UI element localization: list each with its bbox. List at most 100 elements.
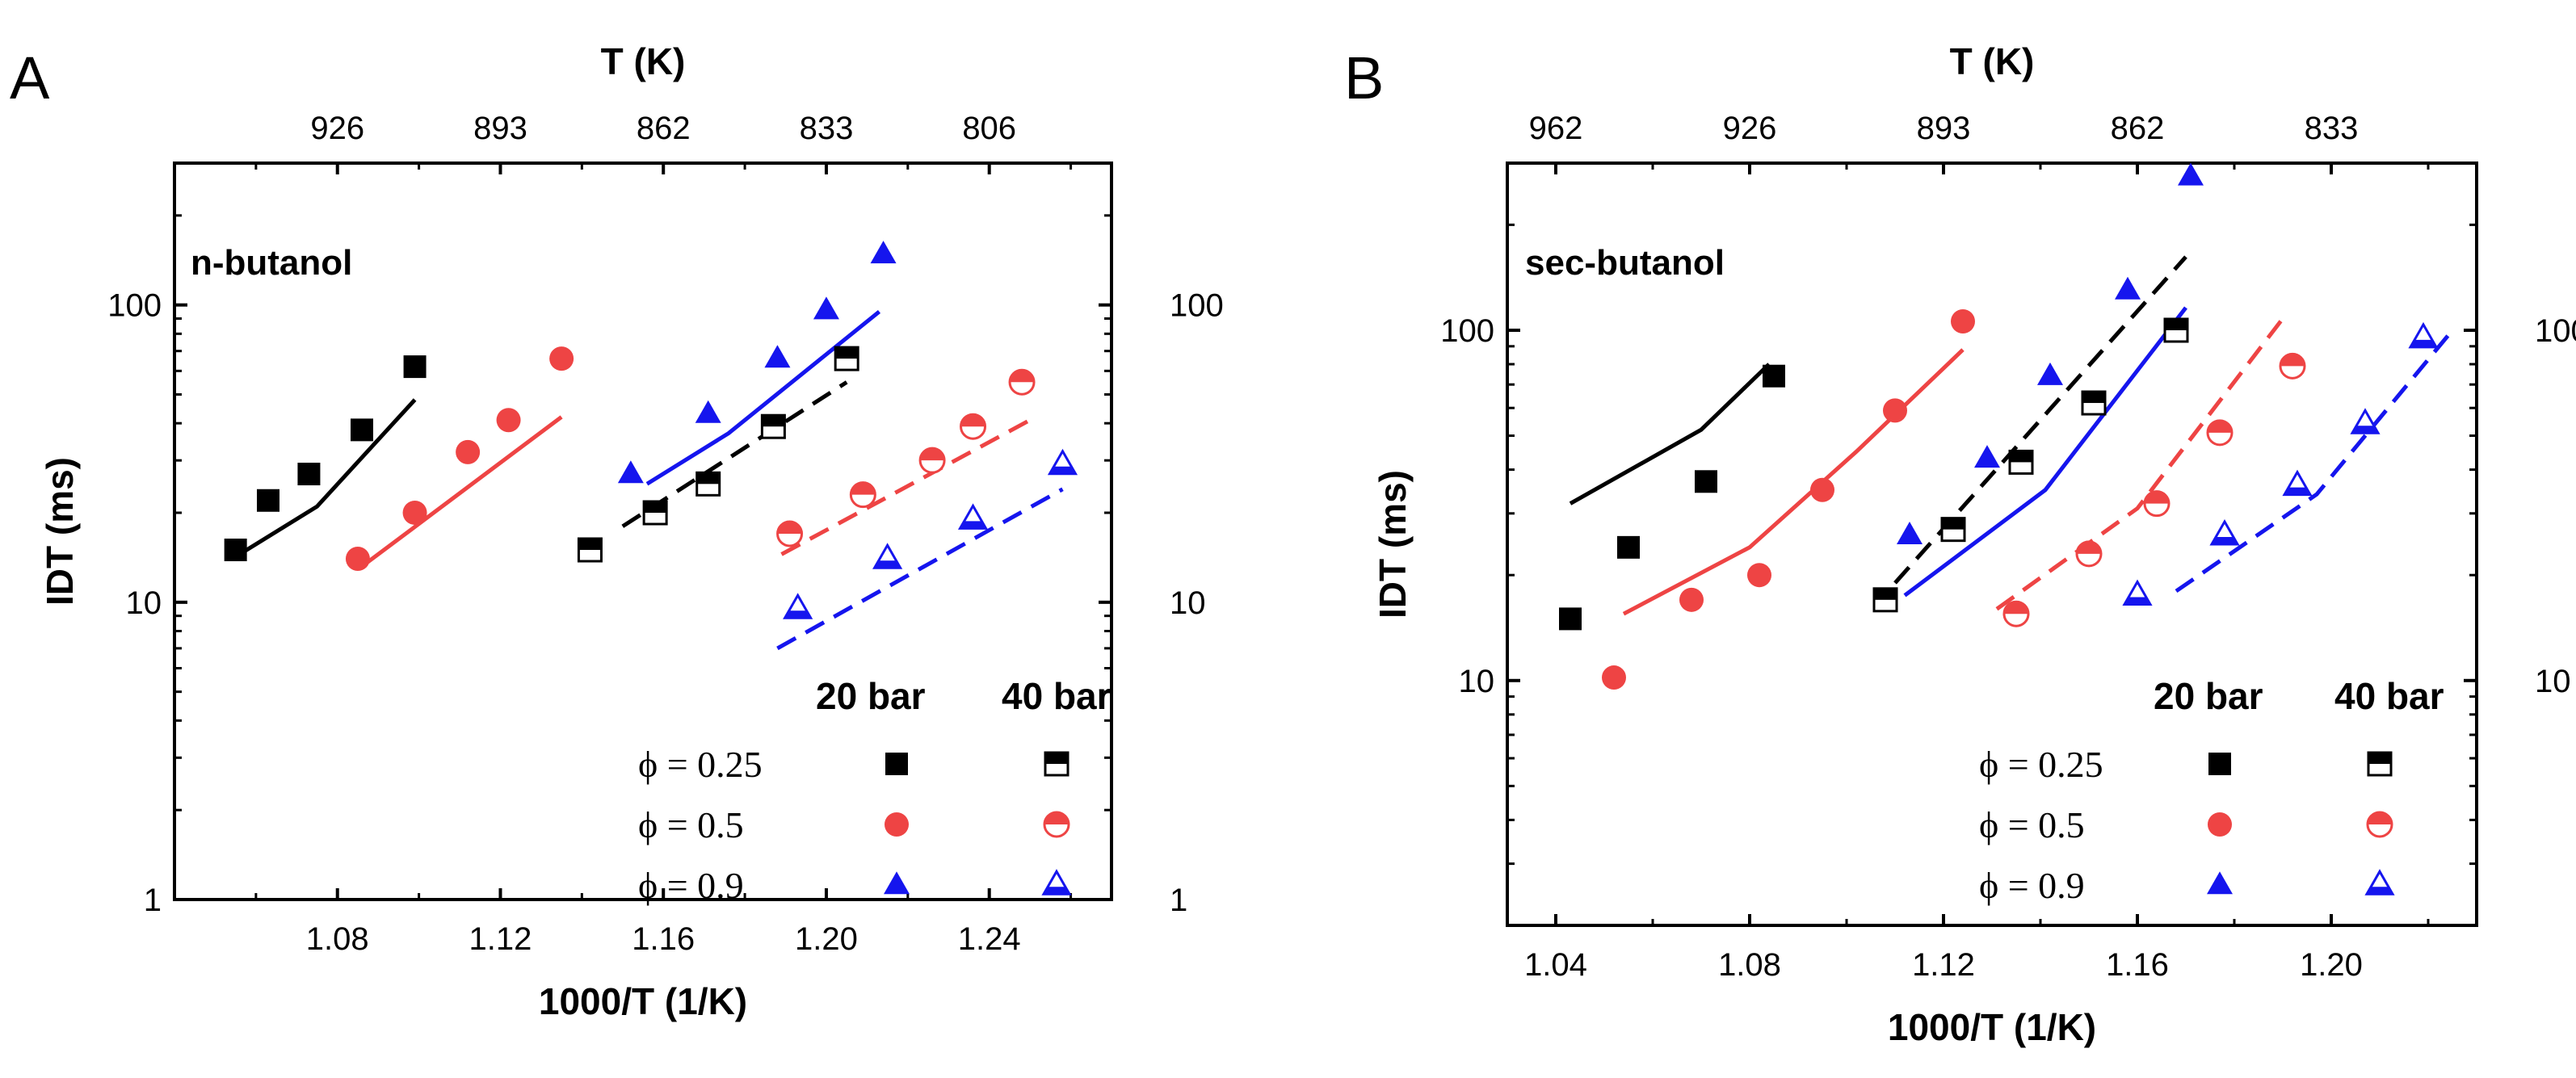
series-0-point-shape	[1695, 470, 1717, 493]
legend-label: ϕ = 0.5	[1979, 804, 2085, 845]
series-0-point-shape	[1559, 607, 1582, 631]
series-2-point	[695, 400, 721, 423]
series-4-point	[918, 447, 946, 474]
series-0-point	[1695, 470, 1717, 493]
series-1-point	[1951, 308, 1975, 333]
series-1-point-shape	[345, 547, 370, 572]
legend-label: ϕ = 0.25	[1979, 744, 2103, 785]
x-tick-label: 1.12	[469, 921, 532, 957]
series-5-point	[872, 543, 903, 569]
series-2-point	[2115, 276, 2141, 300]
series-1-point-shape	[1747, 563, 1771, 588]
y-axis-title: IDT (ms)	[39, 457, 81, 606]
legend-marker-20bar	[2208, 753, 2231, 775]
series-3-point	[577, 537, 603, 563]
legend-marker-20bar-shape	[2207, 871, 2233, 895]
model-line-2	[1903, 306, 2187, 598]
series-2-point	[1897, 521, 1923, 544]
legend-label: ϕ = 0.9	[1979, 865, 2085, 906]
top-tick-label: 862	[2111, 111, 2165, 146]
series-1-point-shape	[1602, 665, 1626, 690]
series-5-point-half	[874, 560, 901, 568]
legend-label: ϕ = 0.25	[638, 744, 763, 785]
legend-marker-20bar	[885, 753, 908, 775]
legend-header-20bar: 20 bar	[816, 675, 926, 717]
series-3-point-half	[2010, 451, 2032, 463]
plot-frame	[1506, 161, 2478, 927]
series-5-point-half	[2284, 487, 2310, 495]
x-tick-label: 1.08	[306, 921, 369, 957]
series-0-point-shape	[1617, 535, 1640, 559]
series-4-point	[776, 520, 804, 547]
legend-marker-20bar	[2207, 871, 2233, 895]
model-line-3	[1893, 255, 2187, 585]
legend-marker-40bar	[1043, 811, 1070, 838]
series-3-point	[2163, 317, 2189, 343]
series-1-point	[1679, 587, 1704, 612]
series-3-point-half	[696, 472, 720, 484]
series-3-point-half	[578, 538, 602, 550]
x-tick-label: 1.20	[2300, 947, 2363, 983]
series-4-point-half	[1010, 370, 1035, 383]
series-2-point-shape	[695, 400, 721, 423]
y-tick-label: 10	[126, 585, 162, 621]
series-0-point	[297, 463, 321, 486]
series-2-point-shape	[1974, 445, 2000, 468]
series-1-point	[496, 408, 521, 433]
legend-label: ϕ = 0.5	[638, 804, 744, 845]
legend-marker-20bar-shape	[885, 812, 909, 837]
series-2-point-shape	[617, 460, 644, 484]
x-tick-label: 1.08	[1718, 947, 1781, 983]
series-3-point	[642, 500, 668, 526]
legend-marker-20bar-shape	[2208, 753, 2231, 775]
series-3-point	[2081, 390, 2107, 416]
series-0-point	[224, 538, 247, 561]
series-3-point-half	[762, 415, 785, 427]
series-1-point-shape	[1679, 587, 1704, 612]
y-tick-label: 100	[1440, 313, 1494, 349]
fuel-title: sec-butanol	[1525, 243, 1725, 283]
series-4-point-half	[960, 414, 985, 427]
series-2-point	[764, 345, 791, 368]
series-3-point	[2008, 449, 2034, 475]
series-2-point-shape	[2178, 162, 2204, 186]
series-4-point-half	[2077, 541, 2101, 554]
model-line-0	[1569, 363, 1771, 505]
series-0-point	[1763, 364, 1785, 388]
series-1-point	[345, 547, 370, 572]
x-tick-label: 1.16	[632, 921, 695, 957]
top-axis-title: T (K)	[601, 40, 686, 82]
series-1-point-shape	[1810, 477, 1834, 502]
fuel-title: n-butanol	[191, 243, 352, 283]
y-tick-label-right: 10	[1170, 585, 1206, 621]
y-tick-label: 10	[1459, 664, 1495, 699]
series-1-point	[1602, 665, 1626, 690]
series-3-point-half	[644, 501, 667, 514]
legend-marker-40bar-half	[1045, 753, 1068, 764]
series-4-point-half	[2208, 420, 2232, 433]
y-tick-label-right: 10	[2535, 664, 2571, 699]
series-5-point	[2408, 321, 2439, 349]
series-4-point	[2143, 490, 2170, 518]
top-tick-label: 926	[1723, 111, 1777, 146]
panel-a: A 1.08 1.12 1.16 1.20 1.24 926 893 862 833 806 1 1 10…	[10, 40, 1224, 1022]
series-0-point	[403, 355, 427, 379]
series-5-point	[783, 593, 813, 619]
x-axis-title: 1000/T (1/K)	[539, 980, 747, 1022]
series-4-point-half	[2145, 491, 2169, 504]
y-tick-label-right: 100	[1170, 288, 1224, 324]
series-5-point	[2282, 469, 2313, 497]
top-tick-label: 962	[1529, 111, 1583, 146]
legend-marker-40bar-half	[2368, 812, 2392, 824]
model-line-4	[780, 418, 1032, 556]
series-1-point	[1747, 563, 1771, 588]
series-1-point	[1810, 477, 1834, 502]
y-axis-title: IDT (ms)	[1372, 470, 1414, 619]
series-3-point	[695, 471, 721, 497]
legend-label: ϕ = 0.9	[638, 865, 744, 906]
series-3-point	[1940, 517, 1966, 543]
legend-marker-40bar	[2367, 751, 2393, 777]
legend-marker-40bar-half	[1044, 887, 1069, 895]
y-tick-label-right: 1	[1170, 883, 1187, 918]
